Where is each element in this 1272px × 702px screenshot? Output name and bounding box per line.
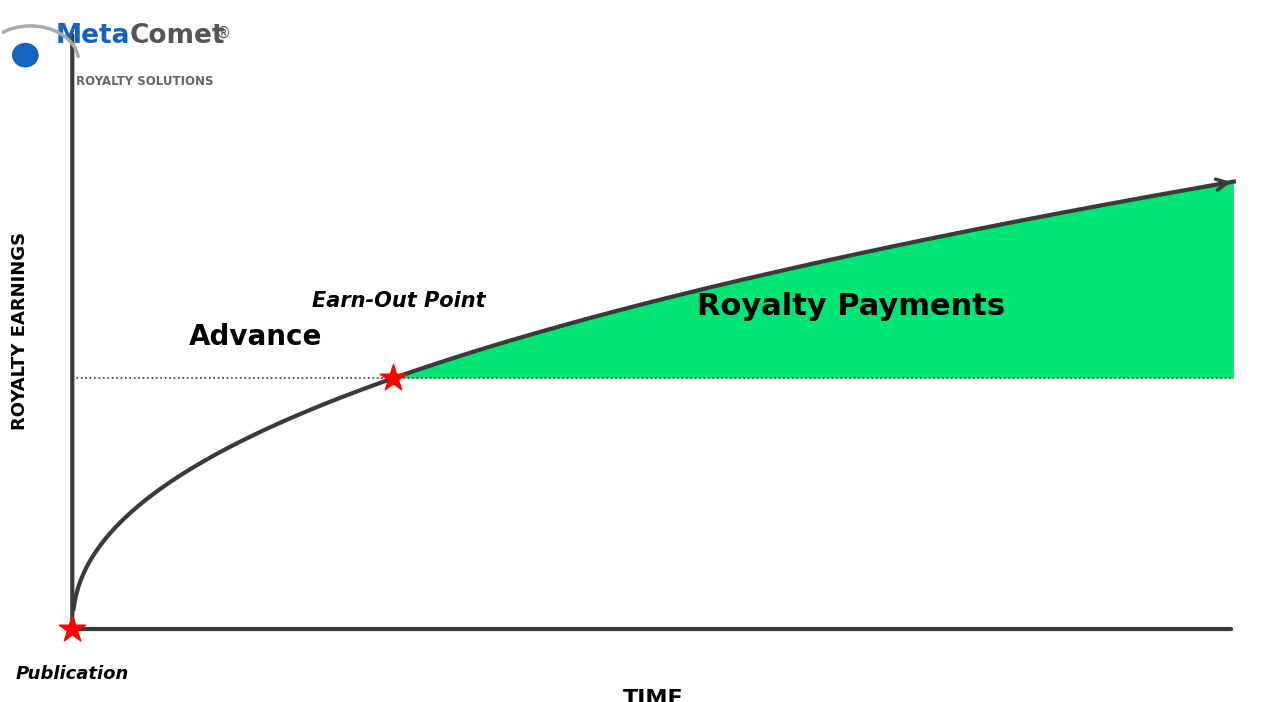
- Text: ®: ®: [216, 26, 232, 41]
- Text: Advance: Advance: [188, 323, 322, 351]
- Polygon shape: [394, 182, 1234, 378]
- Ellipse shape: [11, 43, 38, 67]
- Text: Meta: Meta: [56, 22, 130, 48]
- Text: Publication: Publication: [15, 665, 128, 683]
- Text: Royalty Payments: Royalty Payments: [697, 292, 1005, 322]
- Text: ROYALTY SOLUTIONS: ROYALTY SOLUTIONS: [76, 74, 214, 88]
- Text: ROYALTY EARNINGS: ROYALTY EARNINGS: [11, 232, 29, 430]
- Text: Earn-Out Point: Earn-Out Point: [312, 291, 486, 311]
- Point: [383, 373, 403, 384]
- Point: [62, 623, 83, 635]
- Text: Comet: Comet: [130, 22, 225, 48]
- Text: TIME: TIME: [623, 689, 683, 702]
